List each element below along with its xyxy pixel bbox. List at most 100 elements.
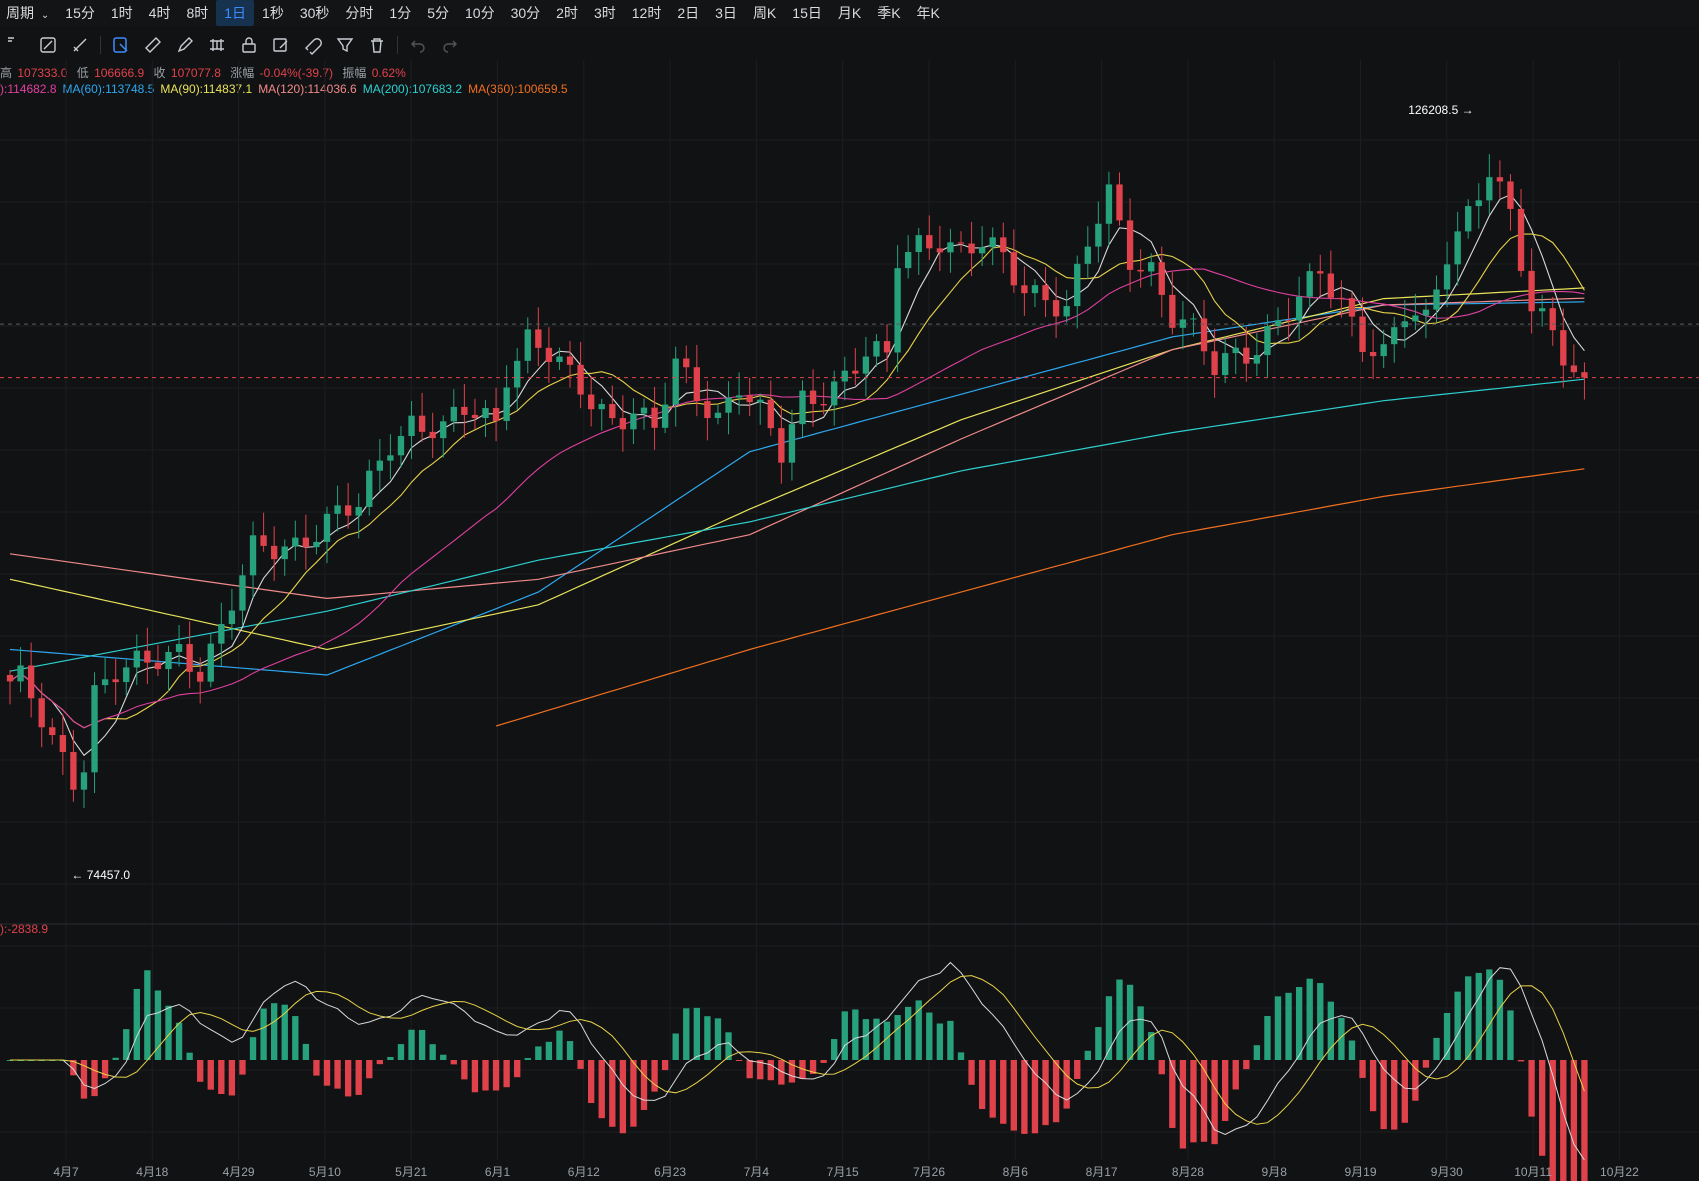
low-price-marker: ← 74457.0 bbox=[71, 868, 130, 882]
x-tick-label: 9月30 bbox=[1431, 1165, 1463, 1179]
interval-1日[interactable]: 1日 bbox=[216, 0, 255, 26]
interval-月K[interactable]: 月K bbox=[837, 5, 862, 21]
x-tick-label: 8月17 bbox=[1086, 1165, 1118, 1179]
candle-body bbox=[661, 404, 669, 428]
macd-histogram-bar bbox=[482, 1060, 489, 1091]
macd-histogram-bar bbox=[841, 1011, 848, 1060]
macd-histogram-bar bbox=[1369, 1060, 1377, 1112]
candle-body bbox=[1200, 318, 1208, 352]
macd-histogram-bar bbox=[556, 1030, 563, 1060]
interval-分时[interactable]: 分时 bbox=[345, 5, 374, 21]
macd-histogram-bar bbox=[1454, 991, 1461, 1060]
ma-legend-item: MA(360):100659.5 bbox=[468, 82, 568, 96]
change-label: 涨幅 bbox=[230, 66, 255, 80]
macd-histogram-bar bbox=[429, 1044, 436, 1060]
interval-8时[interactable]: 8时 bbox=[186, 5, 209, 21]
candle-body bbox=[302, 537, 310, 548]
interval-10分[interactable]: 10分 bbox=[465, 5, 495, 21]
interval-1分[interactable]: 1分 bbox=[389, 5, 412, 21]
macd-histogram-bar bbox=[915, 1000, 922, 1060]
pen-icon[interactable] bbox=[169, 30, 201, 60]
macd-histogram-bar bbox=[1116, 979, 1123, 1060]
macd-histogram-bar bbox=[1200, 1060, 1208, 1142]
undo-icon[interactable] bbox=[402, 30, 434, 60]
candle-body bbox=[609, 404, 616, 419]
macd-histogram-bar bbox=[397, 1044, 405, 1060]
crosshair-icon[interactable] bbox=[0, 30, 32, 60]
macd-histogram-bar bbox=[91, 1060, 98, 1097]
candle-body bbox=[144, 650, 151, 663]
line-icon[interactable] bbox=[32, 30, 64, 60]
candle-body bbox=[91, 685, 98, 773]
candle-body bbox=[1095, 223, 1102, 247]
redo-icon[interactable] bbox=[434, 30, 466, 60]
interval-2时[interactable]: 2时 bbox=[556, 5, 578, 21]
trash-icon[interactable] bbox=[361, 30, 393, 60]
macd-legend: ):-2838.9 bbox=[0, 922, 49, 936]
macd-histogram-bar bbox=[133, 988, 140, 1060]
macd-histogram-bar bbox=[1517, 1060, 1525, 1062]
macd-histogram-bar bbox=[186, 1052, 193, 1060]
candle-body bbox=[270, 545, 278, 560]
macd-histogram-bar bbox=[249, 1037, 257, 1060]
interval-30秒[interactable]: 30秒 bbox=[299, 5, 330, 21]
select-icon[interactable] bbox=[105, 30, 137, 60]
high-value: 107333.0 bbox=[17, 66, 68, 80]
interval-30分[interactable]: 30分 bbox=[510, 5, 541, 21]
candle-body bbox=[440, 421, 447, 439]
pattern-icon[interactable] bbox=[201, 30, 233, 60]
interval-周K[interactable]: 周K bbox=[752, 5, 777, 21]
ruler-icon[interactable] bbox=[137, 30, 169, 60]
macd-histogram-bar bbox=[778, 1060, 785, 1085]
interval-1时[interactable]: 1时 bbox=[110, 5, 133, 21]
brush-icon[interactable] bbox=[64, 30, 96, 60]
interval-15分[interactable]: 15分 bbox=[65, 5, 95, 21]
macd-histogram-bar bbox=[1475, 972, 1482, 1060]
interval-季K[interactable]: 季K bbox=[877, 5, 901, 21]
macd-histogram-bar bbox=[904, 1006, 912, 1060]
candle-body bbox=[49, 727, 56, 736]
candle-body bbox=[323, 513, 331, 542]
edit-icon[interactable] bbox=[265, 30, 297, 60]
macd-histogram-bar bbox=[302, 1043, 310, 1060]
interval-4时[interactable]: 4时 bbox=[148, 5, 171, 21]
macd-histogram-bar bbox=[1317, 983, 1324, 1060]
interval-5分[interactable]: 5分 bbox=[427, 5, 450, 21]
candle-body bbox=[1359, 316, 1366, 352]
interval-list: 15分 1时 4时 8时 1日 1秒 30秒 分时 1分 5分 10分 30分 2时 3时 12时 2日 3日周… bbox=[57, 0, 948, 26]
macd-histogram-bar bbox=[799, 1060, 806, 1080]
candle-body bbox=[683, 358, 690, 368]
macd-histogram-bar bbox=[725, 1032, 732, 1060]
candle-body bbox=[545, 347, 553, 362]
interval-1秒[interactable]: 1秒 bbox=[262, 5, 284, 21]
candle-body bbox=[1380, 344, 1387, 357]
lock-icon[interactable] bbox=[233, 30, 265, 60]
ma-legend: ):114682.8 MA(60):113748.5 MA(90):114837.1… bbox=[0, 82, 574, 96]
macd-histogram-bar bbox=[1232, 1060, 1239, 1090]
change-value: -0.04%(-39.7) bbox=[259, 66, 334, 80]
ma-line-MA(200) bbox=[9, 378, 1585, 672]
amplitude-label: 振幅 bbox=[342, 66, 367, 80]
candle-body bbox=[1507, 181, 1514, 209]
high-price-marker: 126208.5 → bbox=[1408, 103, 1473, 117]
period-dropdown[interactable]: 周期 ⌄ bbox=[0, 0, 57, 26]
macd-histogram-bar bbox=[1348, 1040, 1356, 1060]
interval-年K[interactable]: 年K bbox=[916, 5, 940, 21]
interval-12时[interactable]: 12时 bbox=[631, 5, 662, 21]
interval-3日[interactable]: 3日 bbox=[715, 5, 737, 21]
candle-body bbox=[1190, 318, 1197, 320]
interval-3时[interactable]: 3时 bbox=[593, 5, 616, 21]
magnet-icon[interactable] bbox=[297, 30, 329, 60]
candle-body bbox=[292, 537, 299, 547]
interval-15日[interactable]: 15日 bbox=[792, 5, 822, 21]
macd-histogram-bar bbox=[260, 1008, 267, 1060]
candle-body bbox=[1295, 296, 1303, 321]
macd-histogram-bar bbox=[1538, 1060, 1546, 1156]
x-tick-label: 4月18 bbox=[136, 1165, 168, 1179]
candle-body bbox=[767, 399, 774, 429]
candle-body bbox=[1496, 177, 1504, 182]
filter-icon[interactable] bbox=[329, 30, 361, 60]
macd-histogram-bar bbox=[503, 1060, 510, 1088]
interval-2日[interactable]: 2日 bbox=[677, 5, 700, 21]
